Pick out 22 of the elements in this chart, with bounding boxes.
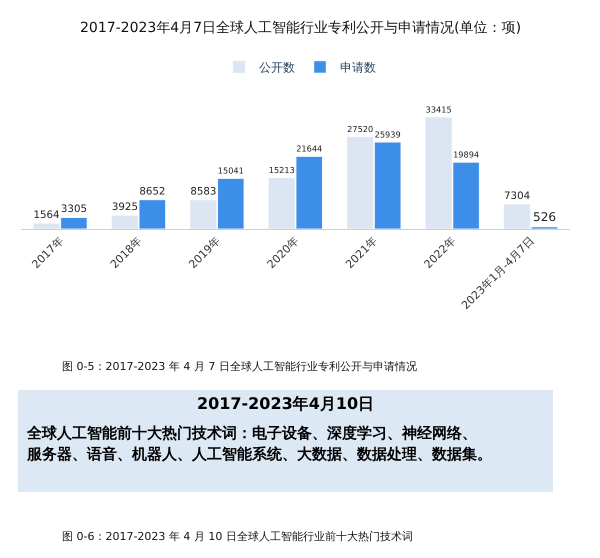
caption: 图 0-5：2017-2023 年 4 月 7 日全球人工智能行业专利公开与申请情况 [62, 360, 417, 373]
data-label: 27520 [347, 124, 374, 134]
data-label: 21644 [296, 144, 322, 154]
data-label: 3305 [60, 203, 87, 216]
data-label: 8583 [190, 186, 216, 198]
data-label: 19894 [453, 149, 480, 160]
data-label: 3925 [112, 201, 138, 214]
chart-title: 2017-2023年4月7日全球人工智能行业专利公开与申请情况(单位：项) [80, 20, 522, 36]
data-label: 1564 [33, 209, 60, 222]
text: 2017-2023年4月10日 [197, 394, 374, 413]
caption: 图 0-6：2017-2023 年 4 月 10 日全球人工智能行业前十大热门技术词 [62, 530, 413, 543]
data-label: 7304 [504, 190, 530, 202]
data-label: 15213 [268, 165, 295, 176]
data-label: 33415 [426, 104, 452, 114]
text: 服务器、语音、机器人、人工智能系统、大数据、数据处理、数据集。 [26, 445, 492, 463]
legend-label: 公开数 [259, 60, 295, 75]
data-label: 25939 [374, 129, 401, 140]
data-label: 15041 [218, 166, 244, 176]
data-label: 8652 [139, 185, 166, 198]
legend-label: 申请数 [340, 60, 376, 75]
data-label: 526 [533, 210, 556, 224]
text: 全球人工智能前十大热门技术词：电子设备、深度学习、神经网络、 [26, 424, 477, 442]
